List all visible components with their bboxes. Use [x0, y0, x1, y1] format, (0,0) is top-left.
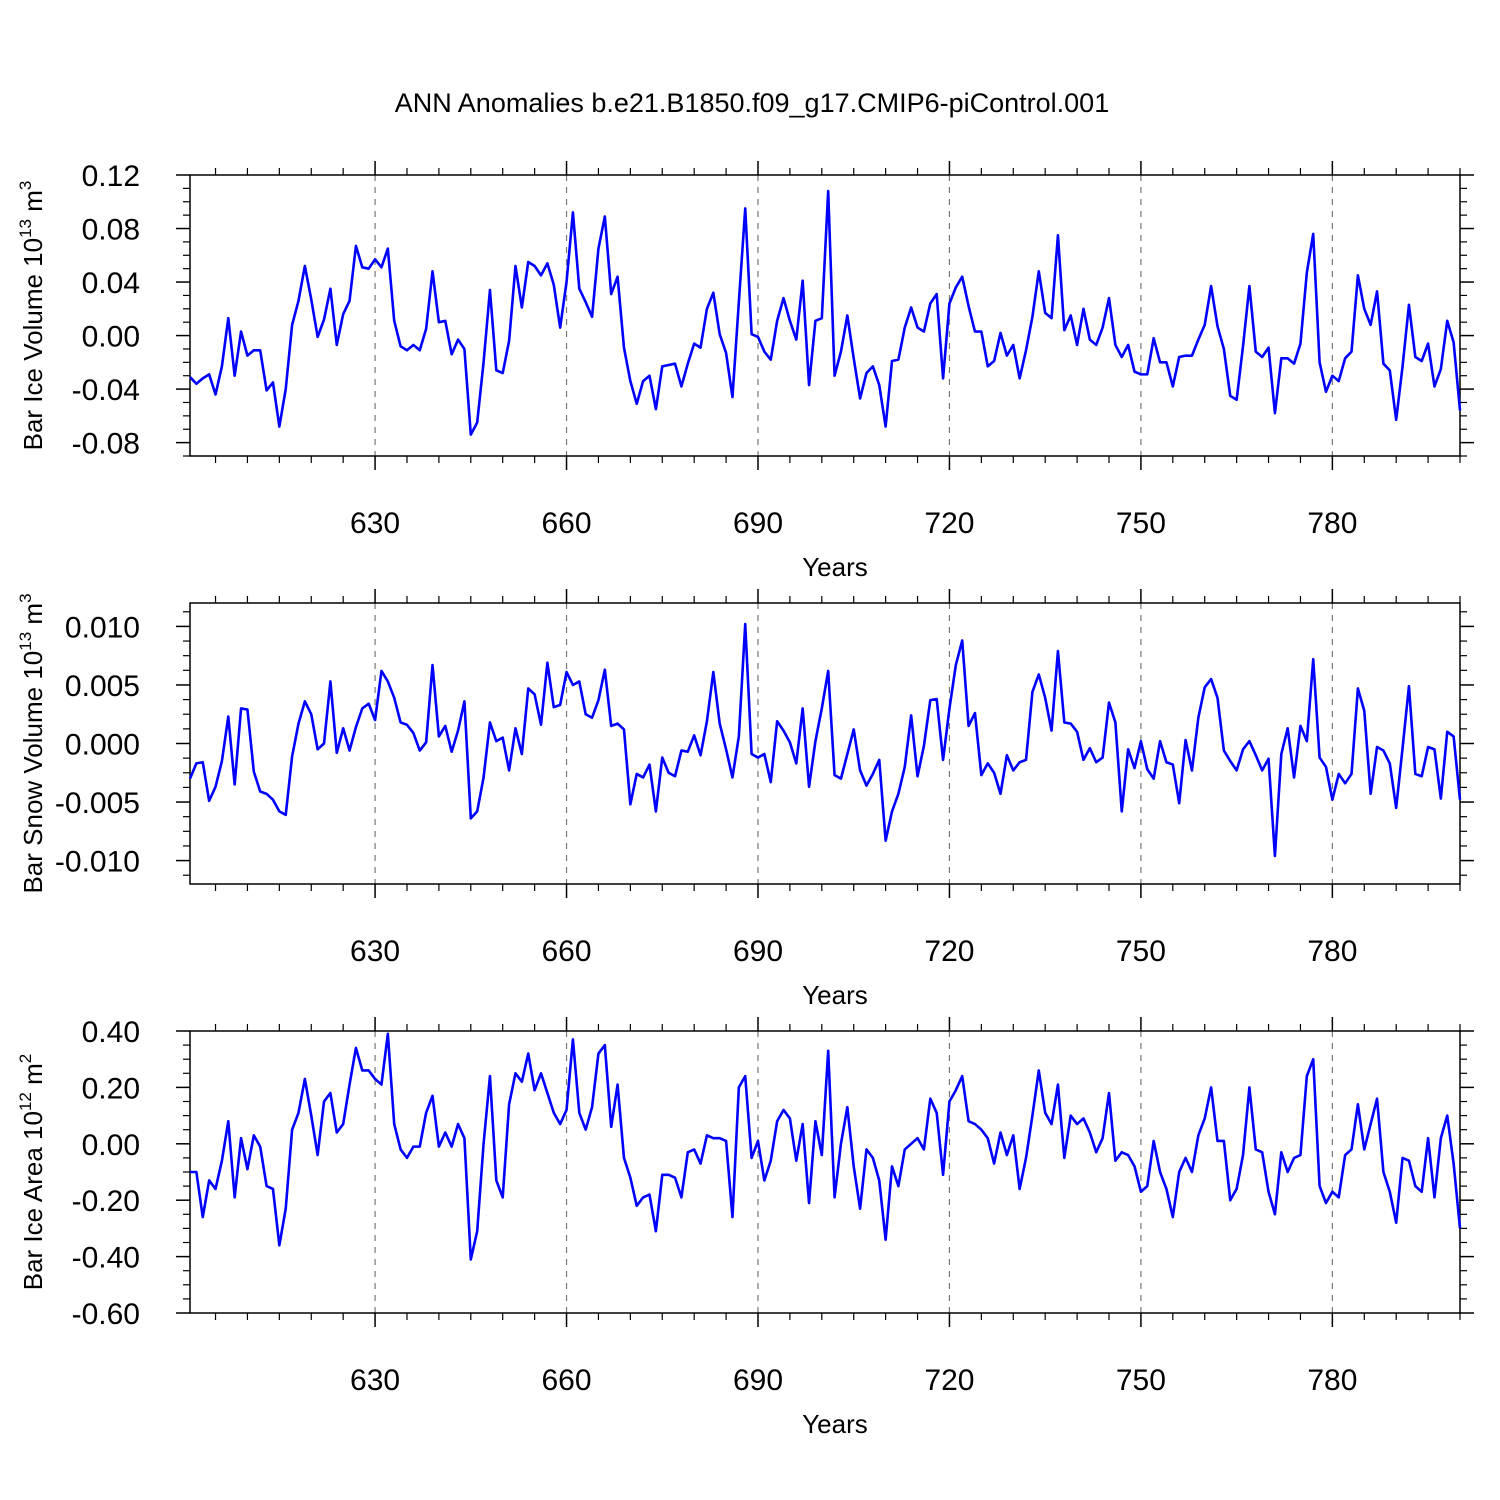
x-tick-label: 690: [733, 507, 783, 540]
y-tick-label: 0.00: [82, 321, 140, 354]
series-line: [190, 1032, 1462, 1261]
x-tick-label: 660: [542, 507, 592, 540]
y-axis-title-unit: m: [18, 1063, 48, 1092]
y-axis-title: Bar Snow Volume 1013 m3: [16, 593, 48, 893]
y-tick-label: 0.12: [82, 160, 140, 193]
figure-title: ANN Anomalies b.e21.B1850.f09_g17.CMIP6-…: [395, 88, 1109, 118]
x-tick-label: 630: [350, 935, 400, 968]
series-line: [188, 622, 1462, 858]
y-tick-label: 0.005: [65, 670, 140, 703]
y-axis-title-unit-exponent: 3: [16, 181, 35, 190]
y-tick-label: 0.000: [65, 729, 140, 762]
y-axis-title: Bar Ice Area 1012 m2: [16, 1054, 48, 1291]
y-tick-label: -0.010: [55, 846, 140, 879]
y-axis-title-text: Bar Snow Volume 10: [18, 651, 48, 894]
x-tick-label: 660: [542, 1364, 592, 1397]
x-axis-title: Years: [802, 552, 868, 582]
plot-frame: [189, 174, 1461, 457]
y-axis-title-unit-exponent: 2: [16, 1054, 35, 1063]
x-axis-title: Years: [802, 1409, 868, 1439]
y-axis-title-unit: m: [18, 190, 48, 219]
x-tick-label: 630: [350, 507, 400, 540]
y-axis-title: Bar Ice Volume 1013 m3: [16, 181, 48, 451]
panel-1: 630 660 690 720 750 780 -0.08 -0.04 0.00 0.04 0.08…: [16, 160, 1474, 582]
y-axis-title-exponent: 13: [16, 219, 35, 238]
panel-3: 630 660 690 720 750 780 -0.60 -0.40 -0.20 0.00 0.2…: [16, 1016, 1474, 1439]
series-line: [189, 189, 1462, 436]
y-tick-label: 0.40: [82, 1016, 140, 1049]
x-tick-label: 690: [733, 935, 783, 968]
x-tick-label: 720: [924, 1364, 974, 1397]
y-tick-label: 0.08: [82, 214, 140, 247]
plot-frame: [189, 602, 1461, 885]
y-tick-label: -0.20: [72, 1185, 140, 1218]
y-axis-title-exponent: 12: [16, 1092, 35, 1111]
y-axis-title-text: Bar Ice Volume 10: [18, 238, 48, 450]
y-tick-label: -0.04: [72, 374, 140, 407]
x-tick-label: 780: [1307, 935, 1357, 968]
y-tick-label: 0.04: [82, 267, 140, 300]
y-tick-label: -0.005: [55, 787, 140, 820]
x-tick-label: 750: [1116, 1364, 1166, 1397]
x-tick-label: 750: [1116, 507, 1166, 540]
y-tick-label: 0.010: [65, 611, 140, 644]
x-tick-label: 720: [924, 935, 974, 968]
y-tick-label: -0.40: [72, 1242, 140, 1275]
x-tick-label: 750: [1116, 935, 1166, 968]
x-tick-label: 780: [1307, 507, 1357, 540]
x-tick-label: 660: [542, 935, 592, 968]
y-axis-title-unit-exponent: 3: [16, 593, 35, 602]
y-axis-title-unit: m: [18, 603, 48, 632]
y-axis-title-exponent: 13: [16, 632, 35, 651]
y-tick-label: -0.08: [72, 428, 140, 461]
y-tick-label: 0.00: [82, 1129, 140, 1162]
plot-frame: [189, 1030, 1461, 1314]
x-axis-title: Years: [802, 980, 868, 1010]
panel-2: 630 660 690 720 750 780 -0.010 -0.005 0.000 0.005…: [16, 589, 1474, 1010]
x-tick-label: 630: [350, 1364, 400, 1397]
y-axis-title-text: Bar Ice Area 10: [18, 1111, 48, 1290]
x-tick-label: 690: [733, 1364, 783, 1397]
y-tick-label: 0.20: [82, 1072, 140, 1105]
x-tick-label: 720: [924, 507, 974, 540]
panels: 630 660 690 720 750 780 -0.08 -0.04 0.00 0.04 0.08…: [16, 160, 1474, 1439]
x-tick-label: 780: [1307, 1364, 1357, 1397]
y-tick-label: -0.60: [72, 1298, 140, 1331]
